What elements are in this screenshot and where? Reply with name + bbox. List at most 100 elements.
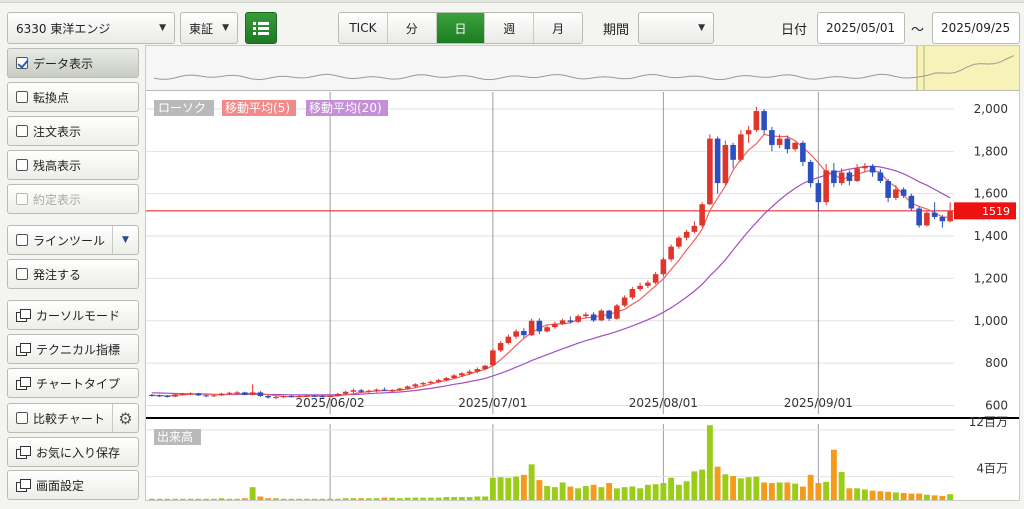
volume-bar: [412, 497, 419, 500]
sidebar-order-display[interactable]: 注文表示: [7, 116, 139, 146]
volume-bar: [474, 496, 481, 500]
volume-bars: [148, 425, 954, 500]
candle-body: [900, 189, 907, 196]
sidebar-chart-type[interactable]: チャートタイプ: [7, 368, 139, 398]
legend-ma20: 移動平均(20): [309, 101, 382, 115]
overview-navigator[interactable]: [146, 46, 1019, 91]
candlesticks: [149, 106, 953, 400]
volume-bar: [730, 476, 737, 500]
volume-bar: [768, 483, 775, 500]
volume-bar: [551, 487, 558, 500]
window-icon: [16, 309, 31, 322]
sidebar-screen-settings[interactable]: 画面設定: [7, 470, 139, 500]
volume-bar: [272, 498, 279, 500]
stock-chart[interactable]: 2,000 1,800 1,600 1,400 1,200 1,000 800 600 2025…: [146, 46, 1019, 500]
term-select[interactable]: ▼: [638, 12, 714, 44]
candle-body: [428, 381, 434, 384]
candle-body: [296, 395, 302, 397]
candle-body: [924, 212, 930, 226]
sidebar-compare-chart[interactable]: 比較チャート ⚙: [7, 403, 139, 433]
volume-bar: [327, 498, 334, 500]
volume-bar: [861, 489, 868, 500]
sidebar-turning-point[interactable]: 転換点: [7, 82, 139, 112]
sidebar-label: ラインツール: [33, 233, 106, 248]
tab-day[interactable]: 日: [436, 13, 486, 43]
chart-panel[interactable]: 2,000 1,800 1,600 1,400 1,200 1,000 800 600 2025…: [145, 45, 1020, 501]
candle-body: [699, 204, 705, 226]
y-tick-label: 1,800: [974, 144, 1008, 158]
sidebar-data-display[interactable]: データ表示: [7, 48, 139, 78]
candle-body: [265, 395, 271, 398]
sidebar-technical-indicators[interactable]: テクニカル指標: [7, 334, 139, 364]
volume-bar: [931, 495, 938, 500]
sidebar-place-order[interactable]: 発注する: [7, 259, 139, 289]
date-separator: ～: [911, 23, 925, 38]
candle-body: [203, 395, 209, 397]
stock-select[interactable]: 6330 東洋エンジ ▼: [7, 12, 175, 44]
checkbox-checked-icon: [16, 57, 28, 69]
candle-body: [714, 138, 721, 184]
volume-bar: [156, 498, 163, 500]
candle-body: [862, 166, 868, 169]
tab-month[interactable]: 月: [534, 13, 582, 43]
volume-bar: [505, 477, 512, 500]
candle-body: [598, 310, 605, 321]
list-button[interactable]: [245, 12, 277, 44]
volume-bar: [629, 486, 636, 500]
candle-body: [614, 305, 620, 319]
tab-week[interactable]: 週: [485, 13, 535, 43]
candle-body: [567, 320, 574, 322]
tab-minute[interactable]: 分: [387, 13, 437, 43]
candle-body: [544, 327, 550, 332]
candle-body: [335, 393, 341, 396]
volume-bar: [644, 484, 651, 500]
sidebar-balance-display[interactable]: 残高表示: [7, 150, 139, 180]
volume-bar: [187, 498, 194, 500]
sidebar-cursor-mode[interactable]: カーソルモード: [7, 300, 139, 330]
volume-bar: [900, 492, 907, 500]
candle-body: [745, 130, 752, 135]
y-tick-label: 1,200: [974, 271, 1008, 285]
window-icon: [16, 343, 31, 356]
volume-bar: [148, 498, 155, 500]
chart-axes: 2,000 1,800 1,600 1,400 1,200 1,000 800 600 2025…: [296, 102, 1008, 476]
volume-bar: [660, 483, 667, 500]
sidebar-line-tool[interactable]: ラインツール ▼: [7, 225, 139, 255]
candle-body: [606, 310, 612, 319]
candle-body: [273, 397, 279, 399]
candle-body: [854, 168, 860, 181]
overview-background: [146, 46, 1019, 90]
volume-bar: [823, 481, 830, 500]
volume-bar: [257, 496, 264, 500]
checkbox-icon: [16, 159, 28, 171]
volume-bar: [536, 480, 543, 500]
sidebar-execution-display: 約定表示: [7, 184, 139, 214]
candle-body: [187, 393, 194, 395]
volume-bar: [435, 497, 442, 500]
sidebar-label: 比較チャート: [33, 411, 105, 426]
x-tick-label: 2025/07/01: [458, 396, 527, 410]
candle-body: [319, 396, 326, 398]
candle-body: [327, 395, 333, 397]
volume-bar: [389, 497, 396, 500]
chevron-down-icon[interactable]: ▼: [112, 226, 138, 254]
market-select[interactable]: 東証 ▼: [180, 12, 238, 44]
date-to-input[interactable]: 2025/09/25: [932, 12, 1020, 44]
y-tick-label: 2,000: [974, 102, 1008, 116]
sidebar-save-favorite[interactable]: お気に入り保存: [7, 437, 139, 467]
volume-bar: [838, 471, 845, 500]
candle-body: [164, 395, 171, 397]
candle-body: [800, 142, 806, 162]
date-from-input[interactable]: 2025/05/01: [817, 12, 905, 44]
gear-icon[interactable]: ⚙: [112, 404, 138, 432]
sidebar-label: 画面設定: [36, 478, 85, 493]
chevron-down-icon: ▼: [698, 23, 705, 33]
tab-tick[interactable]: TICK: [339, 13, 388, 43]
candle-body: [242, 392, 248, 395]
candle-body: [769, 130, 775, 145]
volume-bar: [675, 484, 682, 500]
volume-bar: [582, 485, 589, 500]
candle-body: [676, 237, 682, 247]
volume-bar: [288, 498, 295, 500]
chart-legend: ローソク 移動平均(5) 移動平均(20) 出来高: [154, 100, 388, 445]
